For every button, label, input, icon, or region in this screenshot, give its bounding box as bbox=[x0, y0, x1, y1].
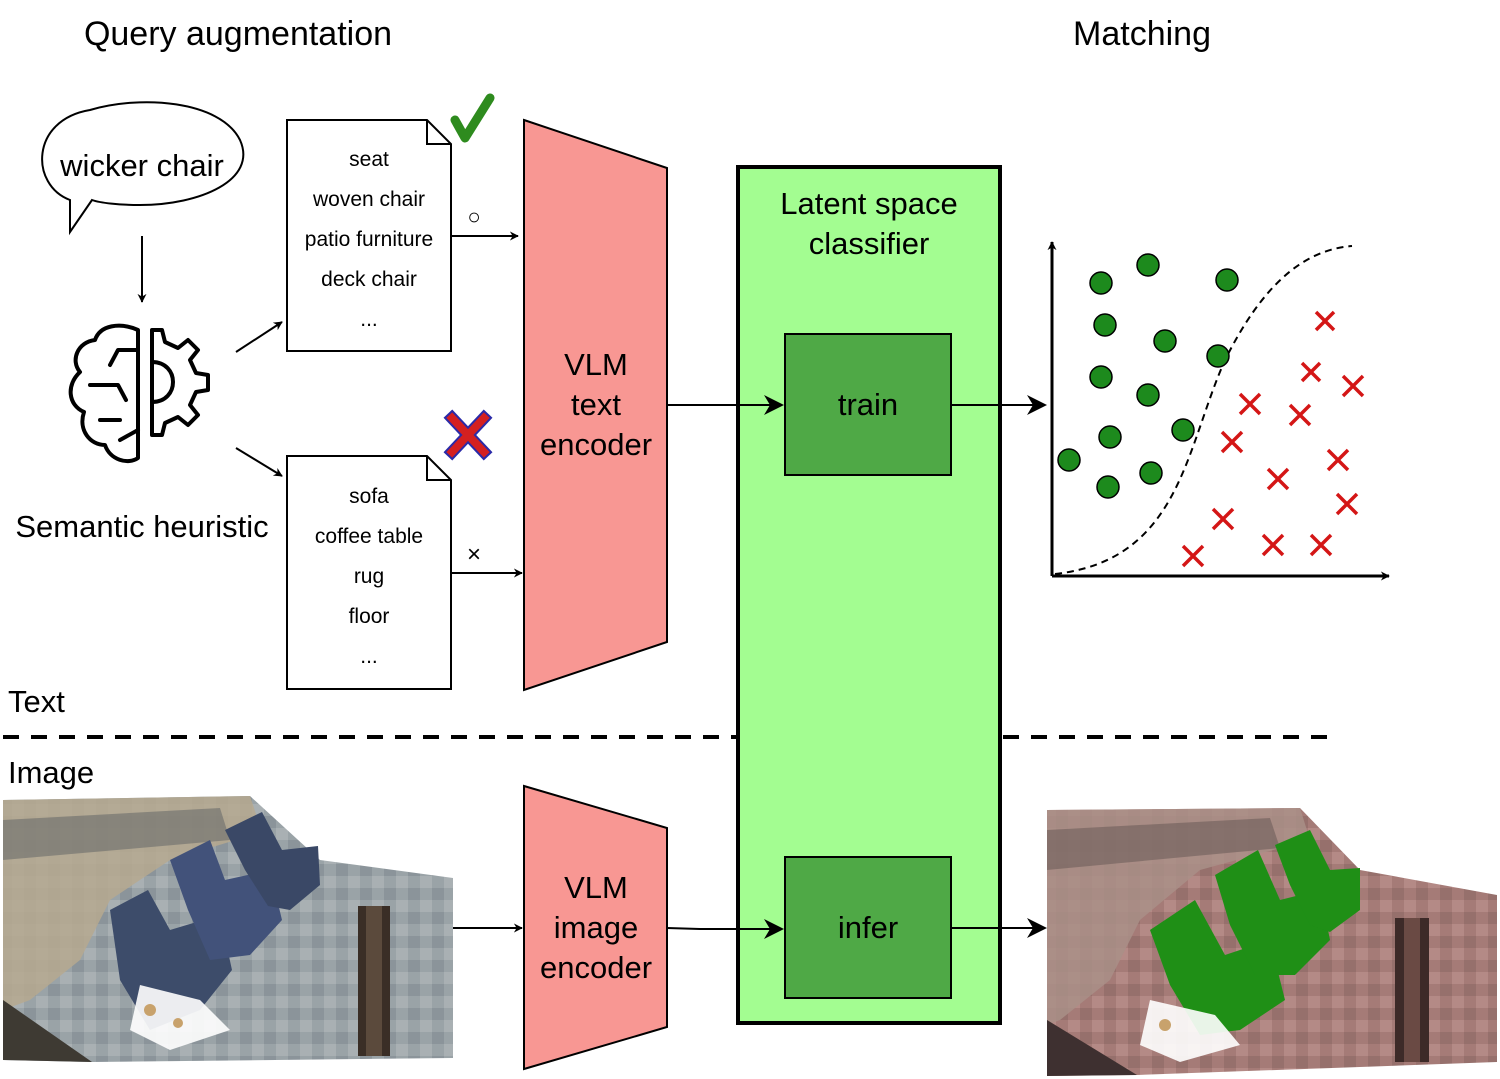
positive-point bbox=[1171, 418, 1195, 442]
negative-point bbox=[1211, 507, 1235, 531]
negative-item: floor bbox=[349, 605, 390, 628]
positive-marker: ○ bbox=[467, 204, 480, 229]
image-encoder-line: image bbox=[554, 910, 638, 945]
positive-point bbox=[1153, 329, 1177, 353]
classifier-title-line: classifier bbox=[809, 226, 930, 261]
negative-item: coffee table bbox=[315, 525, 423, 548]
negative-marker: × bbox=[467, 541, 481, 568]
latent-space-plot bbox=[1047, 241, 1390, 581]
query-text: wicker chair bbox=[59, 148, 224, 183]
negative-point bbox=[1181, 544, 1205, 568]
positive-point bbox=[1093, 313, 1117, 337]
arrow-heuristic-to-negative bbox=[235, 447, 283, 477]
negative-point bbox=[1300, 361, 1322, 383]
section-label-image: Image bbox=[8, 755, 94, 790]
negative-point bbox=[1335, 492, 1359, 516]
negative-point bbox=[1341, 374, 1365, 398]
negative-document: sofa coffee table rug floor ... bbox=[286, 455, 452, 690]
decision-boundary bbox=[1054, 245, 1353, 575]
infer-label: infer bbox=[838, 910, 898, 945]
positive-point bbox=[1139, 461, 1163, 485]
positive-point bbox=[1089, 271, 1113, 295]
brain-gear-icon bbox=[68, 323, 210, 464]
positive-document: seat woven chair patio furniture deck ch… bbox=[286, 119, 452, 352]
negative-item: ... bbox=[360, 645, 378, 668]
positive-point bbox=[1136, 383, 1160, 407]
negative-point bbox=[1309, 533, 1333, 557]
negative-item: rug bbox=[354, 565, 384, 588]
query-speech-bubble: wicker chair bbox=[41, 101, 245, 236]
image-encoder: VLM image encoder bbox=[523, 784, 668, 1071]
image-encoder-line: encoder bbox=[540, 950, 652, 985]
arrow-heuristic-to-positive bbox=[235, 321, 283, 353]
positive-item: seat bbox=[349, 148, 389, 171]
latent-space-classifier: Latent space classifier train infer bbox=[736, 165, 1002, 1025]
heuristic-label: Semantic heuristic bbox=[15, 509, 268, 544]
positive-item: patio furniture bbox=[305, 228, 433, 251]
input-scene-image bbox=[3, 796, 453, 1062]
heading-query-augmentation: Query augmentation bbox=[84, 15, 392, 53]
positive-point bbox=[1096, 475, 1120, 499]
text-encoder-line: encoder bbox=[540, 427, 652, 462]
negative-point bbox=[1220, 430, 1244, 454]
negative-point bbox=[1266, 467, 1290, 491]
positive-point bbox=[1089, 365, 1113, 389]
checkmark-icon bbox=[450, 93, 495, 143]
positive-item: woven chair bbox=[312, 188, 425, 211]
negative-point bbox=[1261, 533, 1285, 557]
positive-point bbox=[1136, 253, 1160, 277]
cross-icon bbox=[443, 409, 493, 461]
classifier-title-line: Latent space bbox=[780, 186, 958, 221]
section-label-text: Text bbox=[8, 684, 65, 719]
negative-point bbox=[1288, 403, 1312, 427]
positive-point bbox=[1057, 448, 1081, 472]
positive-item: deck chair bbox=[321, 268, 417, 291]
text-encoder-line: VLM bbox=[564, 347, 628, 382]
negative-point bbox=[1238, 392, 1262, 416]
positive-item: ... bbox=[360, 308, 378, 331]
negative-item: sofa bbox=[349, 485, 389, 508]
image-encoder-line: VLM bbox=[564, 870, 628, 905]
text-encoder: VLM text encoder bbox=[523, 118, 668, 692]
negative-point bbox=[1314, 310, 1336, 332]
train-box bbox=[784, 333, 952, 476]
result-scene-image bbox=[1047, 808, 1497, 1076]
arrow-encoder-to-infer bbox=[666, 919, 784, 939]
positive-points bbox=[1057, 253, 1239, 499]
positive-point bbox=[1098, 425, 1122, 449]
text-encoder-line: text bbox=[571, 387, 621, 422]
infer-box bbox=[784, 856, 952, 999]
negative-points bbox=[1181, 310, 1365, 568]
positive-point bbox=[1206, 344, 1230, 368]
train-label: train bbox=[838, 387, 898, 422]
positive-point bbox=[1215, 268, 1239, 292]
heading-matching: Matching bbox=[1073, 15, 1211, 53]
negative-point bbox=[1326, 448, 1350, 472]
